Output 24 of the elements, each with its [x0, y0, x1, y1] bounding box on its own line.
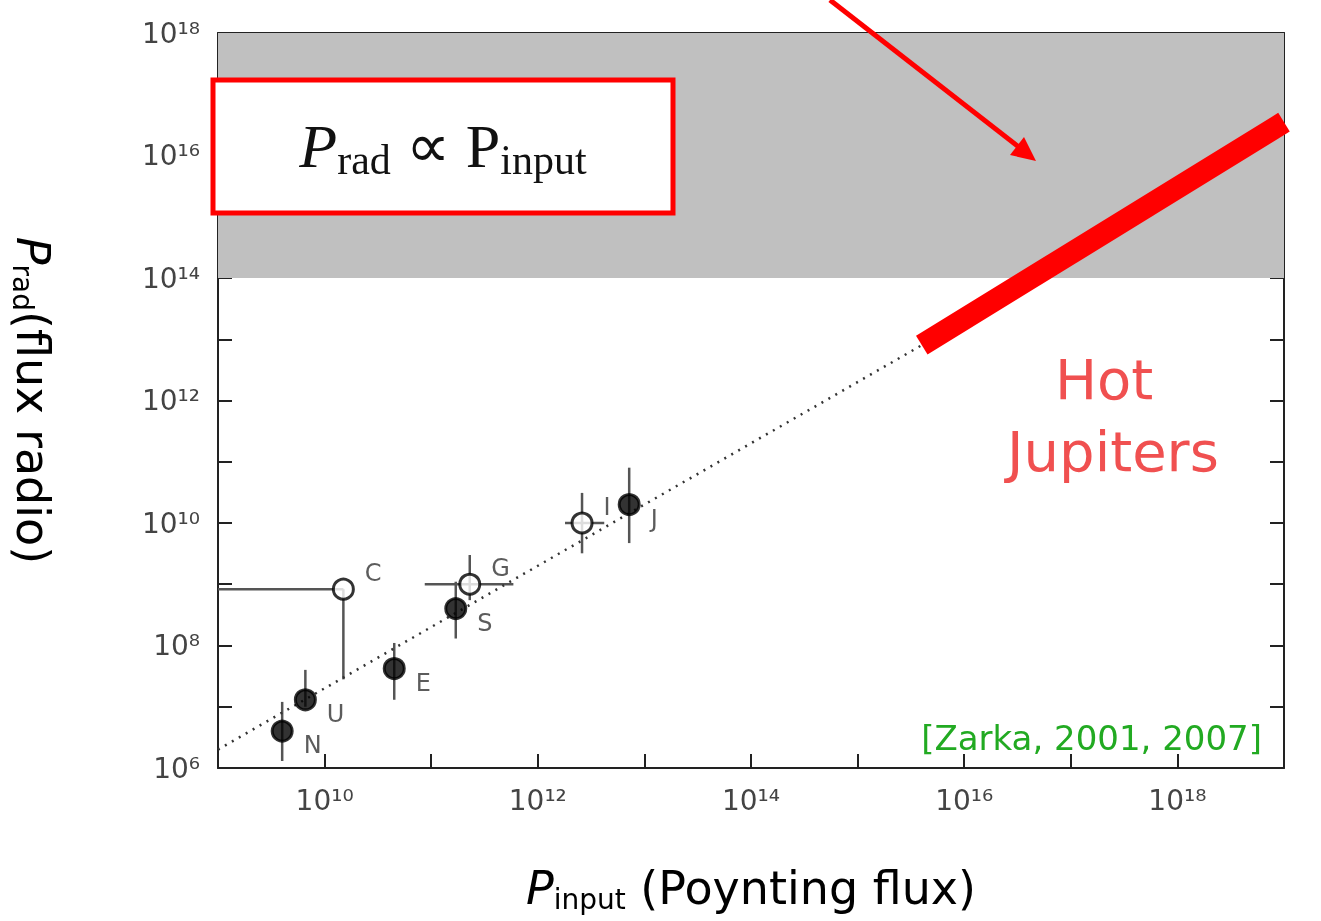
y-tick-label: 10¹⁸	[141, 16, 200, 50]
data-label: G	[491, 554, 510, 583]
annotation: [Zarka, 2001, 2007]	[921, 718, 1262, 758]
y-tick-label: 10⁸	[153, 629, 200, 662]
x-axis-title: Pinput (Poynting flux)	[525, 861, 977, 916]
x-tick-label: 10¹²	[508, 783, 567, 817]
x-tick-label: 10¹⁴	[721, 783, 781, 817]
y-tick-label: 10¹⁰	[141, 506, 200, 540]
data-label: E	[415, 668, 431, 697]
x-tick-label: 10¹⁰	[295, 783, 354, 817]
data-label: C	[364, 559, 382, 588]
y-tick-label: 10⁶	[153, 751, 200, 785]
y-tick-label: 10¹⁶	[141, 139, 200, 172]
data-label: U	[326, 699, 345, 728]
data-label: N	[303, 731, 322, 760]
data-label: S	[477, 608, 493, 637]
y-axis-title: Prad(flux radio)	[5, 236, 60, 565]
x-tick-label: 10¹⁸	[1148, 783, 1207, 817]
y-tick-label: 10¹²	[141, 384, 200, 417]
annotation: Hot Jupiters	[1004, 346, 1219, 484]
x-tick-label: 10¹⁶	[935, 783, 994, 817]
data-label: J	[648, 504, 658, 533]
data-label: I	[603, 493, 611, 521]
y-tick-label: 10¹⁴	[141, 261, 200, 295]
